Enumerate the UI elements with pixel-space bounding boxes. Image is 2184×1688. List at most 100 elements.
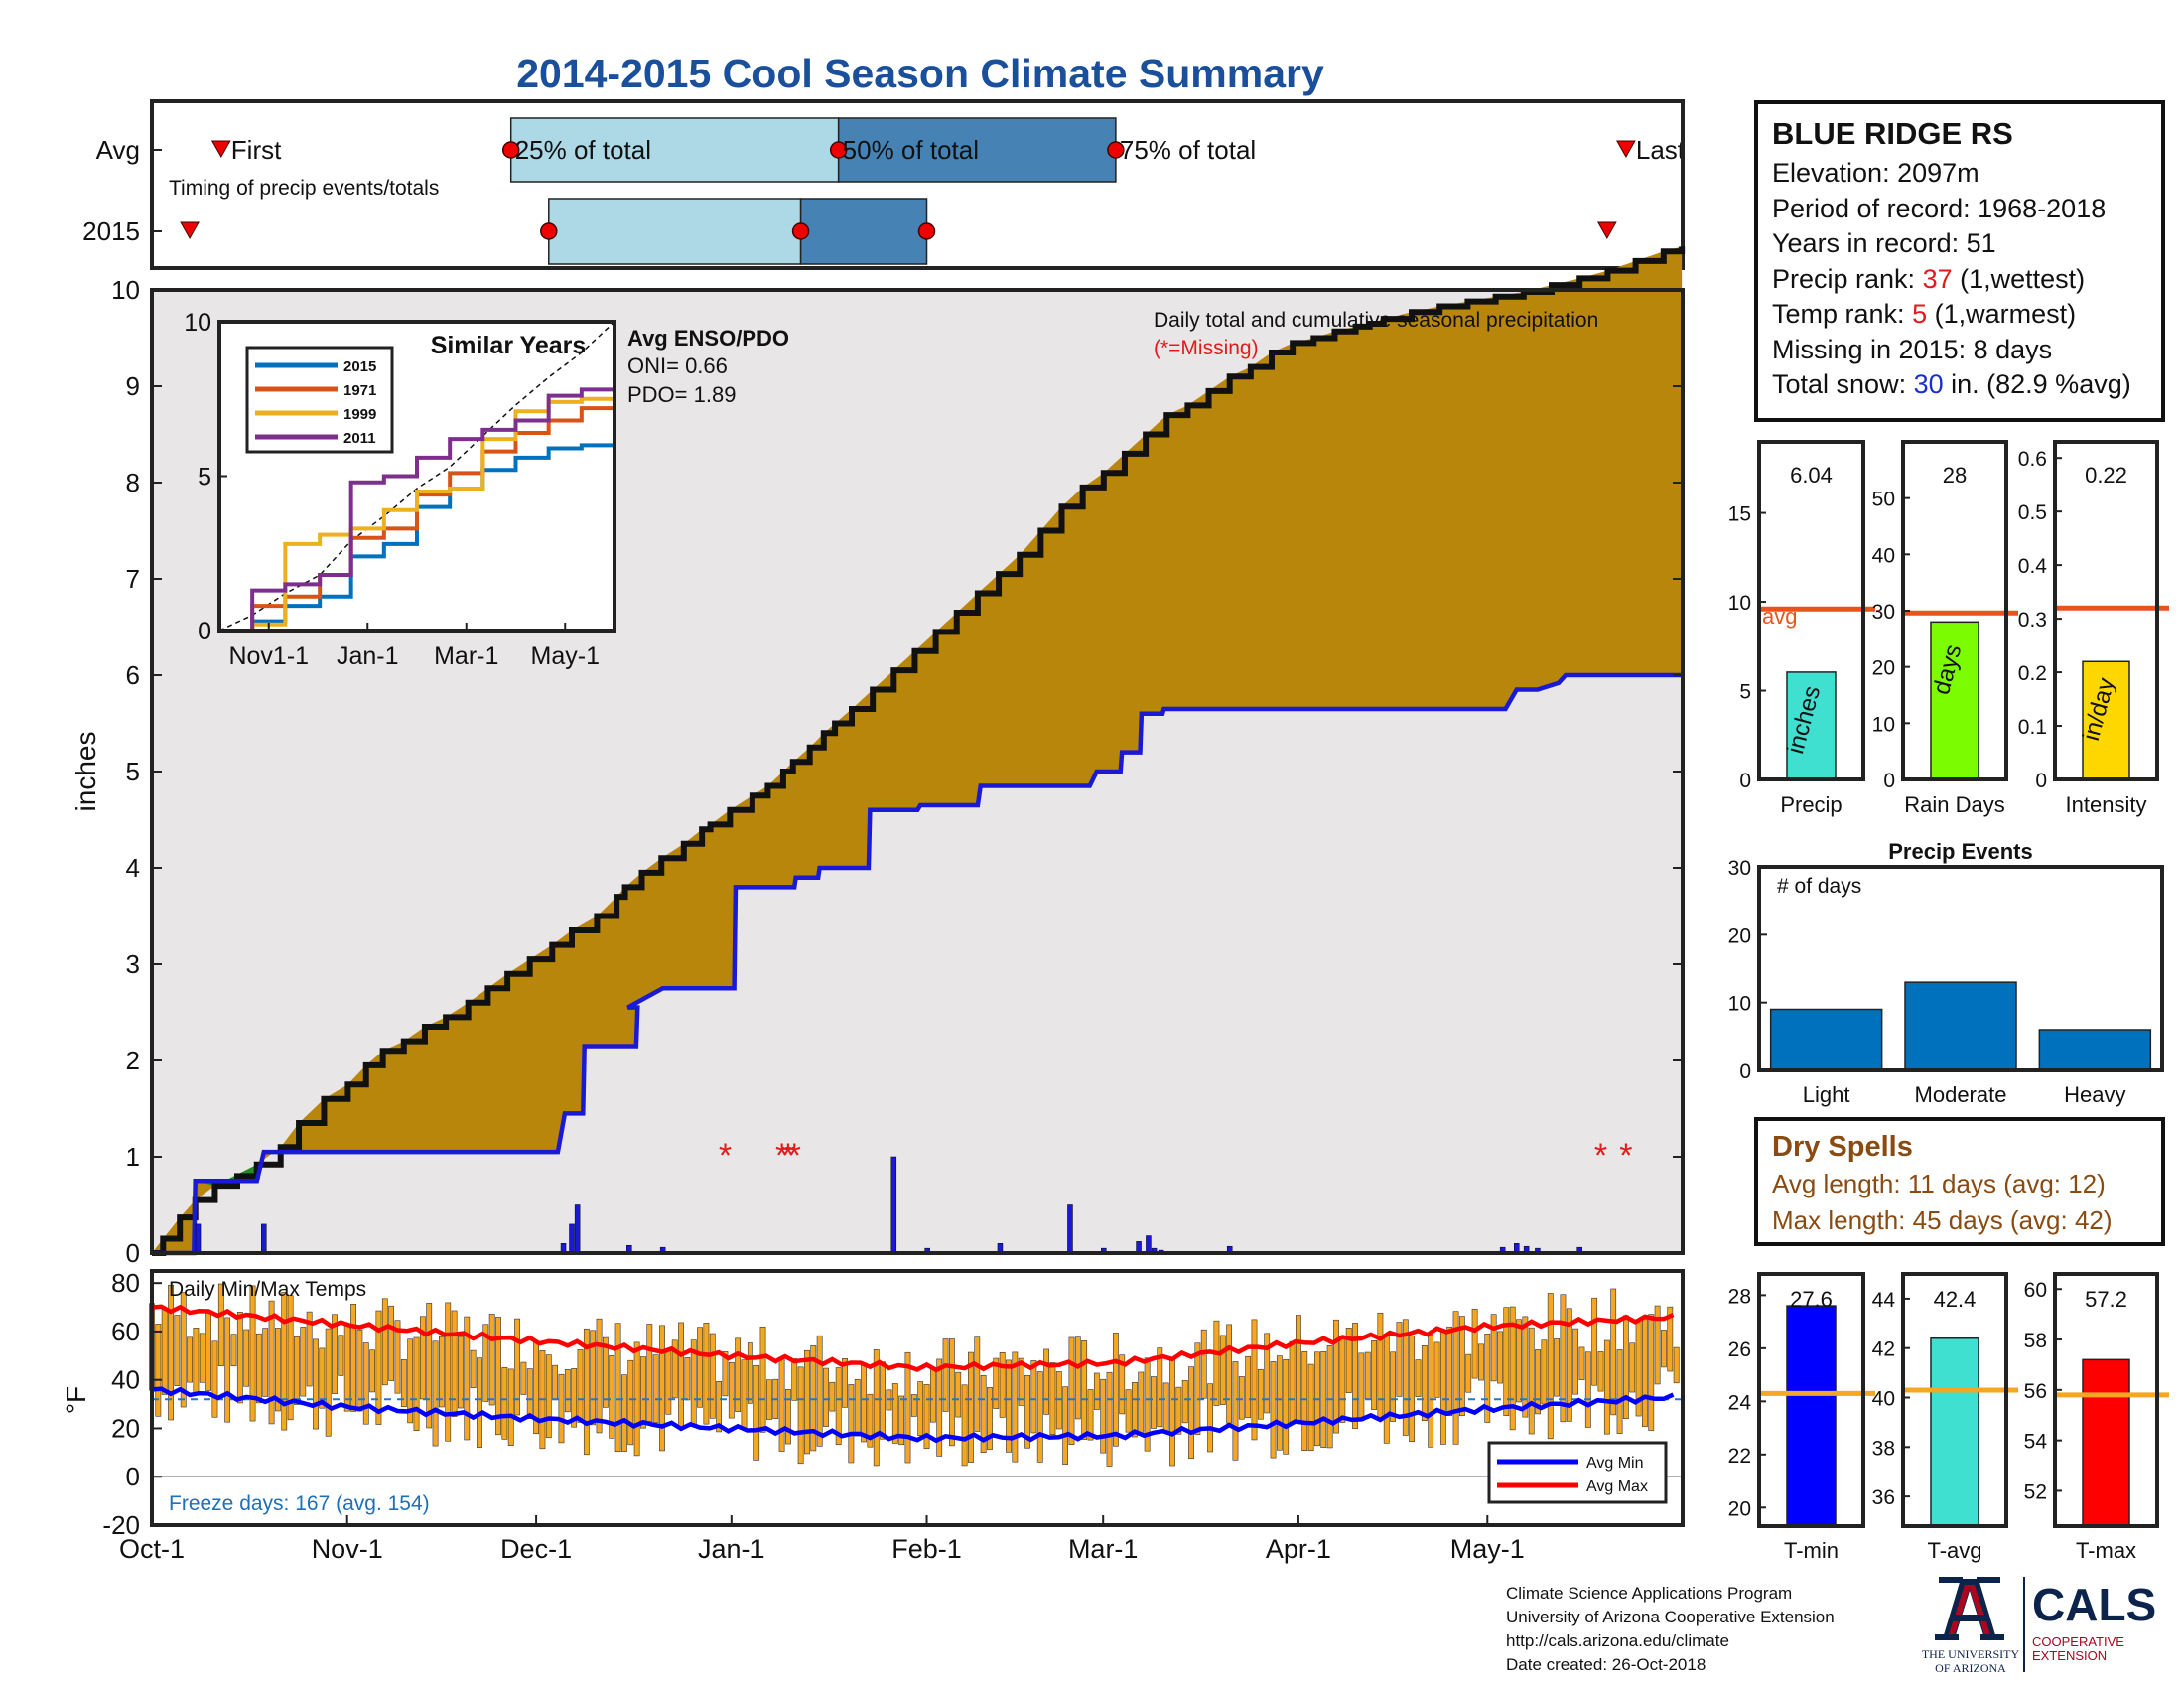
daily-temp-bar <box>1232 1361 1239 1461</box>
temp-summary-ytick-label: 40 <box>1872 1388 1895 1411</box>
temp-summary-ytick-label: 28 <box>1728 1285 1751 1308</box>
summary-avg-label: avg <box>1762 604 1797 629</box>
arizona-a-logo <box>1935 1577 2004 1640</box>
daily-temp-bar <box>1219 1335 1226 1405</box>
daily-temp-bar <box>1138 1371 1145 1436</box>
daily-temp-bar <box>477 1357 482 1448</box>
daily-temp-bar <box>583 1328 590 1456</box>
temps-bg <box>152 1271 1683 1525</box>
timing-first-label: First <box>231 135 282 165</box>
daily-temp-bar <box>1162 1382 1169 1434</box>
station-name: BLUE RIDGE RS <box>1772 116 2013 151</box>
daily-temp-bar <box>432 1340 439 1447</box>
summary-ytick-label: 0 <box>1883 770 1895 792</box>
cumulative-panel-frame <box>150 288 1685 1255</box>
station-period: Period of record: 1968-2018 <box>1772 193 2107 223</box>
precip-rank-suffix: (1,wettest) <box>1952 263 2086 294</box>
daily-temp-bar <box>1661 1330 1667 1368</box>
event-bar-heavy <box>2038 1029 2152 1071</box>
daily-temp-bar <box>980 1374 987 1454</box>
daily-temp-bar <box>1528 1327 1535 1435</box>
temps-legend-box <box>1487 1441 1668 1504</box>
daily-temp-bar <box>1100 1378 1107 1454</box>
daily-temp-bar <box>1333 1319 1339 1434</box>
daily-temp-bar <box>1497 1331 1503 1384</box>
timing-2015-quartile-low-box <box>548 198 802 265</box>
daily-temp-bar <box>609 1354 615 1439</box>
univ-line-2: OF ARIZONA <box>1935 1661 2006 1674</box>
dry-spells-avg: Avg length: 11 days (avg: 12) <box>1772 1169 2106 1198</box>
temp-summary-ytick-label: 60 <box>2024 1279 2047 1302</box>
daily-precip-bar <box>1067 1204 1073 1254</box>
daily-temp-bar <box>1522 1316 1529 1418</box>
daily-temp-bar <box>880 1361 886 1440</box>
temp-summary-ytick-label: 26 <box>1728 1338 1751 1361</box>
daily-temp-bar <box>1181 1380 1188 1424</box>
events-ytick-label: 30 <box>1728 857 1751 880</box>
university-logo: THE UNIVERSITY OF ARIZONA CALS COOPERATI… <box>1922 1577 2156 1674</box>
daily-temp-bar <box>488 1314 495 1406</box>
daily-temp-bar <box>923 1384 930 1450</box>
footer-line-3: http://cals.arizona.edu/climate <box>1506 1631 1729 1650</box>
inset-ytick-label: 5 <box>198 464 211 492</box>
cumulative-ytick-label: 10 <box>111 275 140 305</box>
missing-day-marker: * <box>781 1137 794 1175</box>
cumulative-ytick-label: 9 <box>126 371 140 401</box>
event-category-label: Moderate <box>1915 1082 2007 1107</box>
daily-temp-bar <box>1439 1330 1446 1445</box>
daily-temp-bar <box>703 1323 710 1425</box>
summary-ytick-label: 0.1 <box>2018 716 2047 739</box>
daily-temp-bar <box>735 1337 742 1412</box>
dry-spells-title: Dry Spells <box>1772 1131 1913 1163</box>
daily-temp-bar <box>1452 1311 1459 1445</box>
cumulative-ytick-label: 5 <box>126 757 140 786</box>
temp-summary-category: T-avg <box>1927 1538 1981 1563</box>
daily-temp-bar <box>1151 1376 1157 1429</box>
temps-panel-frame <box>150 1269 1685 1527</box>
timing-row-label: Avg <box>96 135 140 165</box>
daily-temp-bar <box>987 1387 993 1450</box>
daily-temp-bar <box>507 1368 514 1447</box>
missing-day-marker: * <box>1594 1137 1607 1175</box>
events-title: Precip Events <box>1888 839 2033 864</box>
daily-temp-bar <box>1245 1355 1252 1419</box>
events-ytick-label: 10 <box>1728 993 1751 1016</box>
daily-precip-bar <box>569 1223 575 1254</box>
x-axis-date-label: Nov-1 <box>312 1534 383 1564</box>
daily-temp-bar <box>1264 1333 1271 1414</box>
timing-q75-label: 75% of total <box>1120 135 1256 165</box>
inset-xtick-label: Nov1-1 <box>228 642 309 670</box>
daily-temp-bar <box>275 1328 281 1412</box>
timing-avg-first-last-marker <box>210 140 231 159</box>
daily-temp-bar <box>823 1367 829 1427</box>
daily-temp-bar <box>394 1320 401 1394</box>
daily-temp-bar <box>993 1357 1000 1409</box>
daily-precip-bar <box>261 1223 267 1254</box>
daily-temp-bar <box>1194 1342 1201 1436</box>
inset-title: Similar Years <box>431 332 587 359</box>
summary-ytick-label: 0.4 <box>2018 555 2048 578</box>
daily-temp-bar <box>728 1361 735 1419</box>
snow-prefix: Total snow: <box>1772 369 1914 399</box>
event-bar-moderate <box>1904 981 2017 1071</box>
daily-temp-bar <box>810 1345 817 1452</box>
x-axis-date-label: Dec-1 <box>500 1534 572 1564</box>
daily-temp-bar <box>671 1339 678 1399</box>
daily-temp-bar <box>224 1317 231 1423</box>
daily-temp-bar <box>1503 1307 1510 1417</box>
temp-summary-ytick-label: 38 <box>1872 1437 1895 1460</box>
daily-temp-bar <box>1616 1349 1623 1434</box>
daily-temp-bar <box>1112 1333 1119 1447</box>
daily-temp-bar <box>1409 1336 1416 1443</box>
daily-temp-bar <box>1157 1347 1163 1428</box>
daily-temp-bar <box>709 1333 716 1419</box>
daily-temp-bar <box>1074 1336 1081 1420</box>
daily-temp-bar <box>722 1351 729 1397</box>
daily-temp-bar <box>1465 1353 1472 1393</box>
temp-summary-ytick-label: 58 <box>2024 1330 2047 1352</box>
inset-ytick-label: 10 <box>184 309 211 337</box>
daily-temp-bar <box>1433 1341 1440 1398</box>
daily-precip-bar <box>1146 1235 1152 1254</box>
daily-temp-bar <box>652 1354 659 1424</box>
daily-temp-bar <box>716 1381 723 1433</box>
